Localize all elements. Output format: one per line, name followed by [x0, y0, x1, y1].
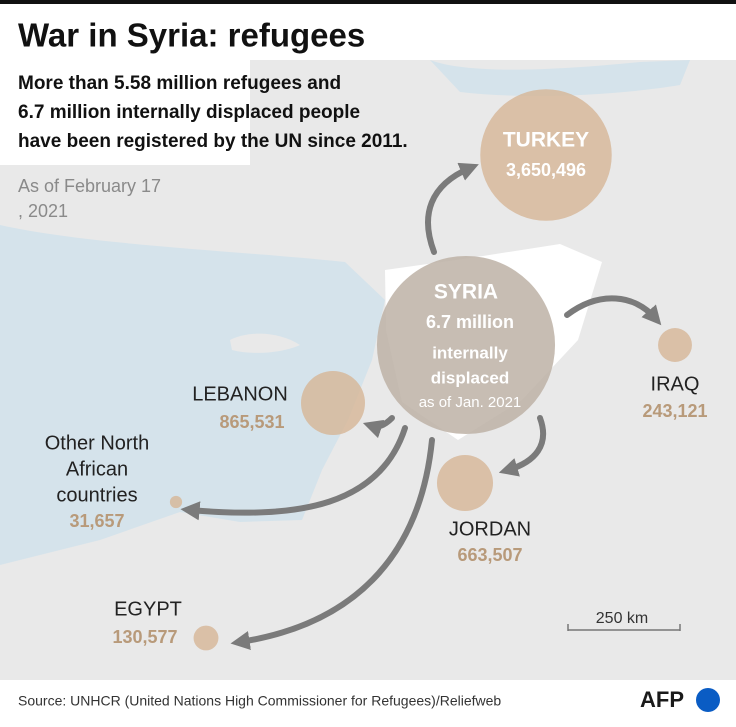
bubble — [376, 255, 556, 435]
logo-dot — [696, 688, 720, 712]
note: displaced — [431, 368, 509, 387]
country-name: TURKEY — [503, 129, 589, 152]
country-name: countries — [56, 484, 137, 506]
country-name: JORDAN — [449, 518, 531, 540]
arrows — [180, 162, 662, 651]
note: internally — [432, 343, 508, 362]
as-of: as of Jan. 2021 — [419, 394, 522, 411]
sea — [0, 225, 385, 565]
footer — [0, 680, 736, 727]
value-label: 31,657 — [69, 511, 124, 531]
subtitle: 6.7 million internally displaced people — [18, 102, 360, 123]
country-name: EGYPT — [114, 598, 182, 620]
subtitle: have been registered by the UN since 201… — [18, 131, 408, 152]
value-label: 865,531 — [219, 412, 284, 432]
bubble — [300, 370, 366, 436]
value-label: 3,650,496 — [506, 160, 586, 180]
date: As of February 17 — [18, 176, 161, 196]
arrow — [425, 162, 479, 255]
arrow — [564, 295, 662, 326]
scale-label: 250 km — [596, 610, 648, 627]
text-panel — [0, 60, 250, 165]
subtitle: More than 5.58 million refugees and — [18, 73, 341, 94]
logo: AFP — [640, 687, 684, 712]
country-name: African — [66, 458, 128, 480]
black-sea — [430, 60, 690, 96]
arrow — [230, 437, 435, 651]
title: War in Syria: refugees — [18, 17, 365, 54]
bubble — [169, 495, 183, 509]
value-label: 243,121 — [642, 401, 707, 421]
top-rule — [0, 0, 736, 4]
country-name: LEBANON — [192, 383, 288, 405]
arrow — [362, 415, 395, 439]
value-label: 6.7 million — [426, 312, 514, 332]
arrow — [180, 425, 408, 521]
cyprus — [230, 333, 300, 353]
bubble — [436, 454, 494, 512]
bubble — [193, 625, 219, 651]
arrow — [498, 415, 547, 477]
date: , 2021 — [18, 201, 68, 221]
country-name: IRAQ — [651, 373, 700, 395]
source: Source: UNHCR (United Nations High Commi… — [18, 693, 501, 709]
country-name: SYRIA — [434, 281, 498, 304]
value-label: 663,507 — [457, 545, 522, 565]
bubble — [658, 328, 692, 362]
country-name: Other North — [45, 432, 149, 454]
value-label: 130,577 — [112, 627, 177, 647]
bubble — [480, 89, 612, 221]
